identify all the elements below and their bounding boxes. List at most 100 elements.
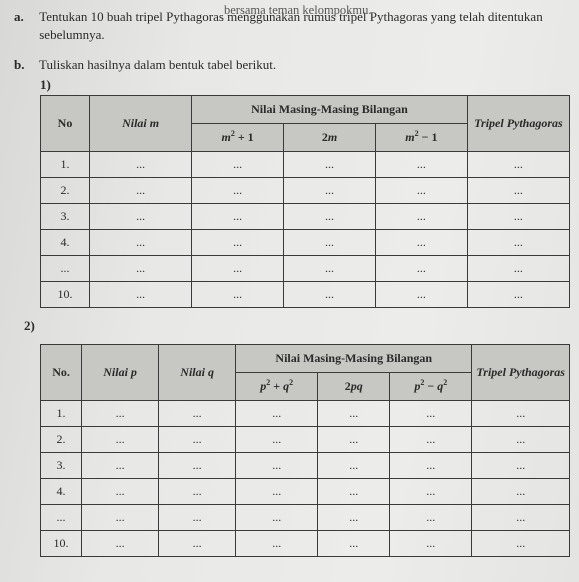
cell: ... — [375, 230, 467, 256]
cell: ... — [236, 453, 318, 479]
cell: ... — [159, 505, 236, 531]
cell: ... — [82, 531, 159, 557]
cell: ... — [284, 178, 376, 204]
cell: 1. — [41, 152, 90, 178]
cell: ... — [192, 178, 284, 204]
cell: 4. — [41, 230, 90, 256]
cell: ... — [90, 204, 192, 230]
cell: 10. — [41, 531, 82, 557]
cell: ... — [375, 282, 467, 308]
cell: ... — [284, 204, 376, 230]
cell: ... — [472, 453, 570, 479]
t1-h-group: Nilai Masing-Masing Bilangan — [192, 96, 468, 124]
cell: ... — [467, 230, 569, 256]
cell: ... — [90, 282, 192, 308]
cell: ... — [318, 479, 390, 505]
cell: 3. — [41, 453, 82, 479]
table-row: 10................ — [41, 282, 570, 308]
t1-h-c2: 2m — [284, 124, 376, 152]
cell: ... — [236, 401, 318, 427]
cell: ... — [472, 505, 570, 531]
cell: ... — [318, 505, 390, 531]
sub-1: 1) — [40, 77, 565, 93]
cell: 2. — [41, 178, 90, 204]
cell: 1. — [41, 401, 82, 427]
cell: ... — [472, 531, 570, 557]
cell: ... — [375, 256, 467, 282]
table-row: ..................... — [41, 505, 570, 531]
cell: ... — [192, 230, 284, 256]
text-b: Tuliskan hasilnya dalam bentuk tabel ber… — [39, 57, 276, 72]
cell: ... — [90, 152, 192, 178]
question-b: b. Tuliskan hasilnya dalam bentuk tabel … — [14, 57, 565, 73]
table-row: 10................... — [41, 531, 570, 557]
label-b: b. — [14, 57, 36, 73]
t1-h-c1: m2 + 1 — [192, 124, 284, 152]
cell: ... — [41, 505, 82, 531]
cell: ... — [192, 256, 284, 282]
t2-h-q: Nilai q — [159, 345, 236, 401]
cell: ... — [284, 282, 376, 308]
cell: ... — [318, 453, 390, 479]
cell: ... — [82, 479, 159, 505]
table-row: 1................ — [41, 152, 570, 178]
cell: ... — [467, 152, 569, 178]
t2-h-p: Nilai p — [82, 345, 159, 401]
table-row: 3................ — [41, 204, 570, 230]
cell: 3. — [41, 204, 90, 230]
cell: ... — [41, 256, 90, 282]
cell: ... — [390, 427, 472, 453]
cell: ... — [318, 401, 390, 427]
table-row: 2................... — [41, 427, 570, 453]
table-row: .................. — [41, 256, 570, 282]
cell: ... — [390, 531, 472, 557]
t2-h-c1: p2 + q2 — [236, 373, 318, 401]
cell: ... — [375, 204, 467, 230]
table-2: No. Nilai p Nilai q Nilai Masing-Masing … — [40, 344, 570, 557]
cell: ... — [284, 152, 376, 178]
table-row: 2................ — [41, 178, 570, 204]
cell: ... — [467, 282, 569, 308]
question-a: bersama teman kelompokmu. a. Tentukan 10… — [14, 8, 565, 43]
pretext: bersama teman kelompokmu. — [224, 2, 372, 19]
cell: ... — [82, 505, 159, 531]
cell: ... — [90, 256, 192, 282]
t2-h-no: No. — [41, 345, 82, 401]
cell: ... — [472, 479, 570, 505]
cell: ... — [159, 479, 236, 505]
cell: ... — [236, 479, 318, 505]
cell: ... — [159, 453, 236, 479]
t1-h-no: No — [41, 96, 90, 152]
cell: ... — [236, 505, 318, 531]
cell: ... — [236, 531, 318, 557]
cell: ... — [318, 427, 390, 453]
cell: ... — [472, 427, 570, 453]
cell: ... — [375, 178, 467, 204]
cell: ... — [159, 427, 236, 453]
cell: ... — [390, 479, 472, 505]
t1-h-tripel: Tripel Pythagoras — [467, 96, 569, 152]
cell: ... — [390, 401, 472, 427]
table-row: 1................... — [41, 401, 570, 427]
cell: 10. — [41, 282, 90, 308]
cell: ... — [159, 401, 236, 427]
cell: ... — [284, 256, 376, 282]
cell: ... — [390, 505, 472, 531]
t1-h-c3: m2 − 1 — [375, 124, 467, 152]
cell: ... — [472, 401, 570, 427]
table-row: 4................... — [41, 479, 570, 505]
label-a: a. — [14, 8, 36, 26]
cell: ... — [82, 427, 159, 453]
table-row: 4................ — [41, 230, 570, 256]
t2-h-c2: 2pq — [318, 373, 390, 401]
cell: ... — [390, 453, 472, 479]
cell: ... — [82, 401, 159, 427]
cell: ... — [375, 152, 467, 178]
cell: ... — [192, 282, 284, 308]
t1-h-m: Nilai m — [90, 96, 192, 152]
sub-2: 2) — [24, 318, 565, 334]
cell: ... — [192, 204, 284, 230]
cell: ... — [90, 230, 192, 256]
cell: 4. — [41, 479, 82, 505]
cell: ... — [192, 152, 284, 178]
